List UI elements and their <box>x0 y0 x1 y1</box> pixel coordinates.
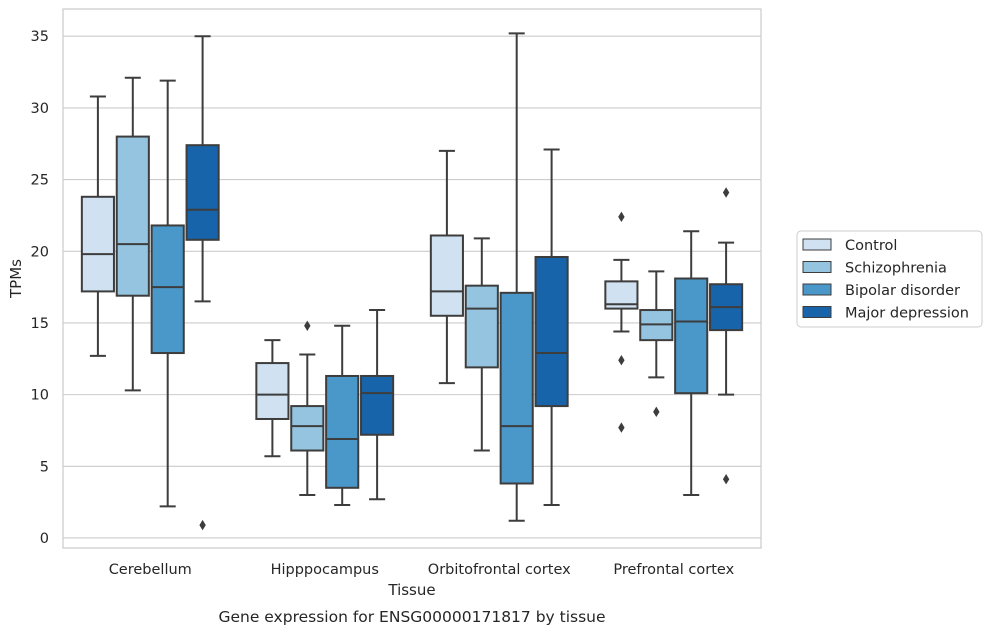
outlier-point <box>653 406 660 418</box>
box-body <box>150 224 185 355</box>
legend-entry: Schizophrenia <box>845 261 947 277</box>
box-0-1 <box>115 76 150 392</box>
x-tick-labels: Cerebellum Hipppocampus Orbitofrontal cort… <box>109 562 735 578</box>
outlier-point <box>618 211 625 223</box>
box-3-3 <box>709 187 744 485</box>
box-body <box>255 362 290 420</box>
box-2-2 <box>499 32 534 522</box>
legend-swatch <box>802 306 832 318</box>
box-1-3 <box>360 309 395 501</box>
x-tick-label: Orbitofrontal cortex <box>428 562 571 578</box>
y-tick-label: 20 <box>31 244 49 260</box>
box-body <box>674 277 709 395</box>
x-tick-label: Prefrontal cortex <box>613 562 734 578</box>
x-tick-label: Cerebellum <box>109 562 192 578</box>
legend-entry: Bipolar disorder <box>845 283 960 299</box>
box-body <box>290 405 325 452</box>
box-2-0 <box>429 149 464 385</box>
box-3-1 <box>639 270 674 418</box>
box-0-2 <box>150 79 185 508</box>
box-1-1 <box>290 320 325 496</box>
plot-frame <box>62 8 762 549</box>
y-axis-label: TPMs <box>7 259 25 299</box>
legend-entry: Control <box>845 238 897 254</box>
y-tick-label: 5 <box>40 459 49 475</box>
box-0-3 <box>185 35 220 531</box>
legend-swatch <box>802 238 832 251</box>
box-body <box>80 195 115 293</box>
box-series <box>80 32 744 531</box>
y-tick-label: 15 <box>31 316 49 332</box>
legend: Control Schizophrenia Bipolar disorder Majo… <box>796 230 983 328</box>
box-2-3 <box>534 148 569 506</box>
box-body <box>185 144 220 241</box>
box-body <box>429 234 464 317</box>
y-tick-label: 30 <box>31 101 49 117</box>
outlier-point <box>618 422 625 433</box>
legend-swatch <box>802 261 832 273</box>
box-0-0 <box>80 95 115 357</box>
y-tick-label: 0 <box>40 531 49 547</box>
box-3-0 <box>604 211 639 433</box>
outlier-point <box>722 187 730 198</box>
outlier-point <box>304 320 311 332</box>
legend-entry: Major depression <box>845 306 969 322</box>
box-body <box>499 291 534 485</box>
legend-frame <box>796 230 983 328</box>
box-2-1 <box>464 237 499 452</box>
box-body <box>115 135 150 297</box>
outlier-point <box>618 355 625 366</box>
y-tick-label: 25 <box>31 173 49 189</box>
x-tick-label: Hipppocampus <box>271 562 379 578</box>
box-body <box>360 374 395 436</box>
box-body <box>325 374 360 489</box>
box-3-2 <box>674 230 709 496</box>
y-tick-labels: 0 5 10 15 20 25 30 35 <box>31 29 49 547</box>
chart-caption: Gene expression for ENSG00000171817 by t… <box>218 608 605 626</box>
outlier-point <box>199 519 206 531</box>
box-body <box>534 255 569 408</box>
box-1-2 <box>325 324 360 506</box>
y-tick-label: 35 <box>31 29 49 45</box>
outlier-point <box>722 473 730 485</box>
x-axis-label: Tissue <box>387 581 435 599</box>
legend-swatch <box>802 283 832 296</box>
box-1-0 <box>255 339 290 458</box>
y-tick-label: 10 <box>31 388 49 404</box>
box-body <box>464 284 499 369</box>
